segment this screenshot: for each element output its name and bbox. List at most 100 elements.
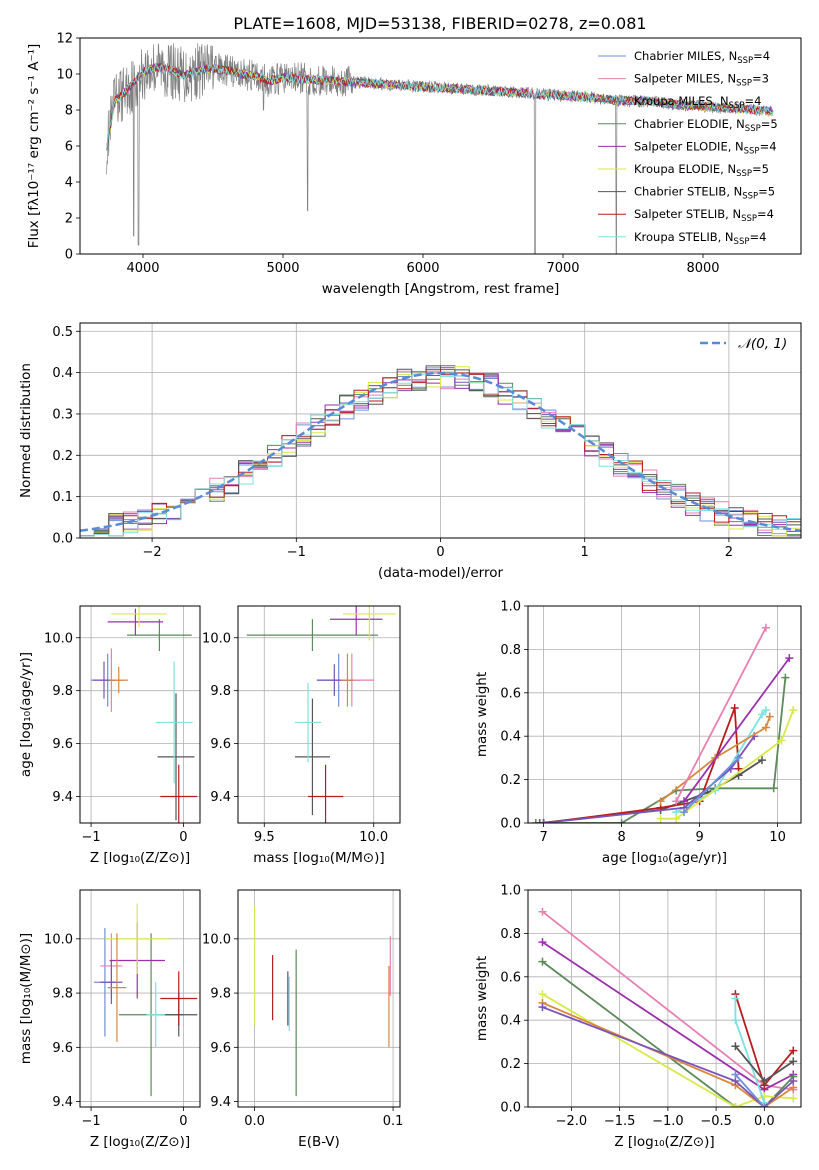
data-point-marker: [761, 723, 770, 732]
y-tick-label: 9.6: [210, 737, 231, 752]
legend-tail: =5: [752, 162, 769, 176]
data-point-marker: [731, 994, 740, 1003]
legend-text: Chabrier MILES, N: [634, 49, 737, 63]
data-point-marker: [758, 710, 766, 719]
y-tick-label: 9.8: [210, 987, 231, 1002]
spectrum-plot-area: [106, 43, 774, 254]
age_vs_mass-panel: 9.5 10.0 9.4 9.6 9.8 10.0 mass [log₁₀(M/M⊙)]: [202, 605, 401, 866]
data-point-marker: [785, 654, 794, 663]
data-point-marker: [761, 706, 770, 715]
x-tick-label: 1: [581, 545, 589, 560]
y-tick-label: 0.0: [52, 532, 73, 547]
x-tick-label: 9.5: [254, 830, 275, 845]
axes-frame: [79, 322, 802, 539]
data-point-marker: [769, 784, 778, 793]
x-tick-label: 0: [436, 545, 444, 560]
legend-entry: Kroupa MILES, NSSP=4: [634, 94, 761, 111]
legend-text: Kroupa ELODIE, N: [634, 162, 736, 176]
x-axis-label: Z [log₁₀(Z/Z⊙)]: [614, 1134, 714, 1150]
errorbar-point: [340, 653, 355, 707]
y-tick-label: 0.2: [500, 1057, 521, 1072]
x-axis-label: Z [log₁₀(Z/Z⊙)]: [90, 850, 190, 866]
legend-entry: Chabrier MILES, NSSP=4: [634, 49, 770, 66]
x-tick-label: 7: [539, 830, 547, 845]
mass_weight_vs_Z-panel: −2.0 −1.5 −1.0 −0.5 0.0 0.0 0.2 0.4 0.6 0.8 1.0 Z […: [474, 884, 802, 1150]
y-tick-label: 9.4: [210, 1095, 231, 1110]
data-point-marker: [535, 819, 544, 823]
weight-line-chabrier-miles: [734, 1073, 765, 1107]
errorbar-point: [107, 608, 164, 636]
errorbar-point: [157, 693, 195, 821]
y-tick-label: 9.6: [210, 1041, 231, 1056]
x-tick-label: 0.1: [383, 1114, 404, 1129]
x-tick-label: 0.0: [754, 1114, 775, 1129]
y-tick-label: 0.0: [500, 817, 521, 832]
legend-entry: Kroupa ELODIE, NSSP=5: [634, 162, 769, 179]
errorbar-point: [127, 619, 192, 651]
x-tick-label: −1: [81, 1114, 100, 1129]
legend-text: Chabrier STELIB, N: [634, 185, 742, 199]
y-tick-label: 0.8: [500, 927, 521, 942]
x-axis-label: Z [log₁₀(Z/Z⊙)]: [90, 1134, 190, 1150]
axes-frame: [527, 605, 802, 824]
axes-frame: [79, 37, 802, 255]
y-tick-label: 1.0: [500, 884, 521, 899]
axes-frame: [79, 605, 201, 824]
x-axis-label: mass [log₁₀(M/M⊙)]: [253, 850, 384, 866]
errorbar-point: [100, 960, 123, 1004]
legend-sub: SSP: [736, 79, 752, 89]
figure-title: PLATE=1608, MJD=53138, FIBERID=0278, z=0…: [233, 14, 646, 33]
legend-sub: SSP: [729, 101, 745, 111]
x-tick-label: 9: [695, 830, 703, 845]
x-tick-label: 2: [725, 545, 733, 560]
x-axis-label: E(B-V): [298, 1134, 340, 1150]
legend-entry: Kroupa STELIB, NSSP=4: [634, 230, 766, 247]
legend-tail: =4: [757, 207, 774, 221]
data-point-marker: [672, 797, 681, 806]
legend-tail: =4: [749, 230, 766, 244]
x-tick-label: −1.5: [604, 1114, 636, 1129]
legend-entry: Chabrier ELODIE, NSSP=5: [634, 117, 778, 134]
axes-frame: [527, 889, 802, 1108]
y-tick-label: 0.4: [500, 730, 521, 745]
y-tick-label: 0.5: [52, 325, 73, 340]
errorbar-point: [294, 682, 322, 763]
legend-sub: SSP: [737, 56, 753, 66]
model-line-kroupa-stelib: [106, 62, 774, 151]
x-axis-label: wavelength [Angstrom, rest frame]: [322, 281, 560, 297]
weight-line-kroupa-miles: [542, 1006, 794, 1107]
weight-line-salpeter-miles: [675, 627, 767, 802]
data-point-marker: [758, 756, 766, 765]
y-axis-label: Normed distribution: [18, 363, 34, 498]
y-tick-label: 10.0: [202, 631, 231, 646]
data-point-marker: [777, 736, 786, 745]
y-tick-label: 10.0: [44, 932, 73, 947]
residuals-panel: −2 −1 0 1 2 0.0 0.1 0.2 0.3 0.4 0.5 (data-model)/er…: [18, 322, 802, 581]
data-point-marker: [731, 1070, 740, 1079]
data-point-marker: [538, 938, 547, 947]
data-point-marker: [789, 1046, 798, 1055]
data-point-marker: [781, 673, 790, 682]
x-tick-label: 8000: [686, 261, 719, 276]
errorbar-point: [246, 619, 379, 651]
data-point-marker: [538, 957, 547, 966]
data-point-marker: [731, 1042, 740, 1051]
y-tick-label: 9.4: [52, 790, 73, 805]
y-tick-label: 12: [56, 32, 73, 47]
y-axis-label: age [log₁₀(age/yr)]: [18, 652, 34, 777]
legend-text: Kroupa MILES, N: [634, 94, 729, 108]
mass_vs_Z-plot-area: [93, 903, 198, 1097]
residuals-plot-area: [80, 365, 801, 538]
y-tick-label: 0.6: [500, 970, 521, 985]
legend-text: Salpeter ELODIE, N: [634, 139, 744, 153]
x-tick-label: −0.5: [700, 1114, 732, 1129]
weight-line-salpeter-elodie: [683, 657, 791, 802]
mass_weight_vs_age-plot-area: [531, 623, 798, 823]
x-tick-label: −2: [143, 545, 162, 560]
y-tick-label: 10.0: [202, 932, 231, 947]
spectrum-panel: 4000 5000 6000 7000 8000 0 2 4 6 8 10 12 wavelength …: [26, 32, 802, 297]
data-point-marker: [617, 819, 626, 823]
weight-line-kroupa-elodie: [660, 709, 795, 820]
x-axis-label: (data-model)/error: [378, 565, 504, 581]
y-tick-label: 0.4: [500, 1014, 521, 1029]
